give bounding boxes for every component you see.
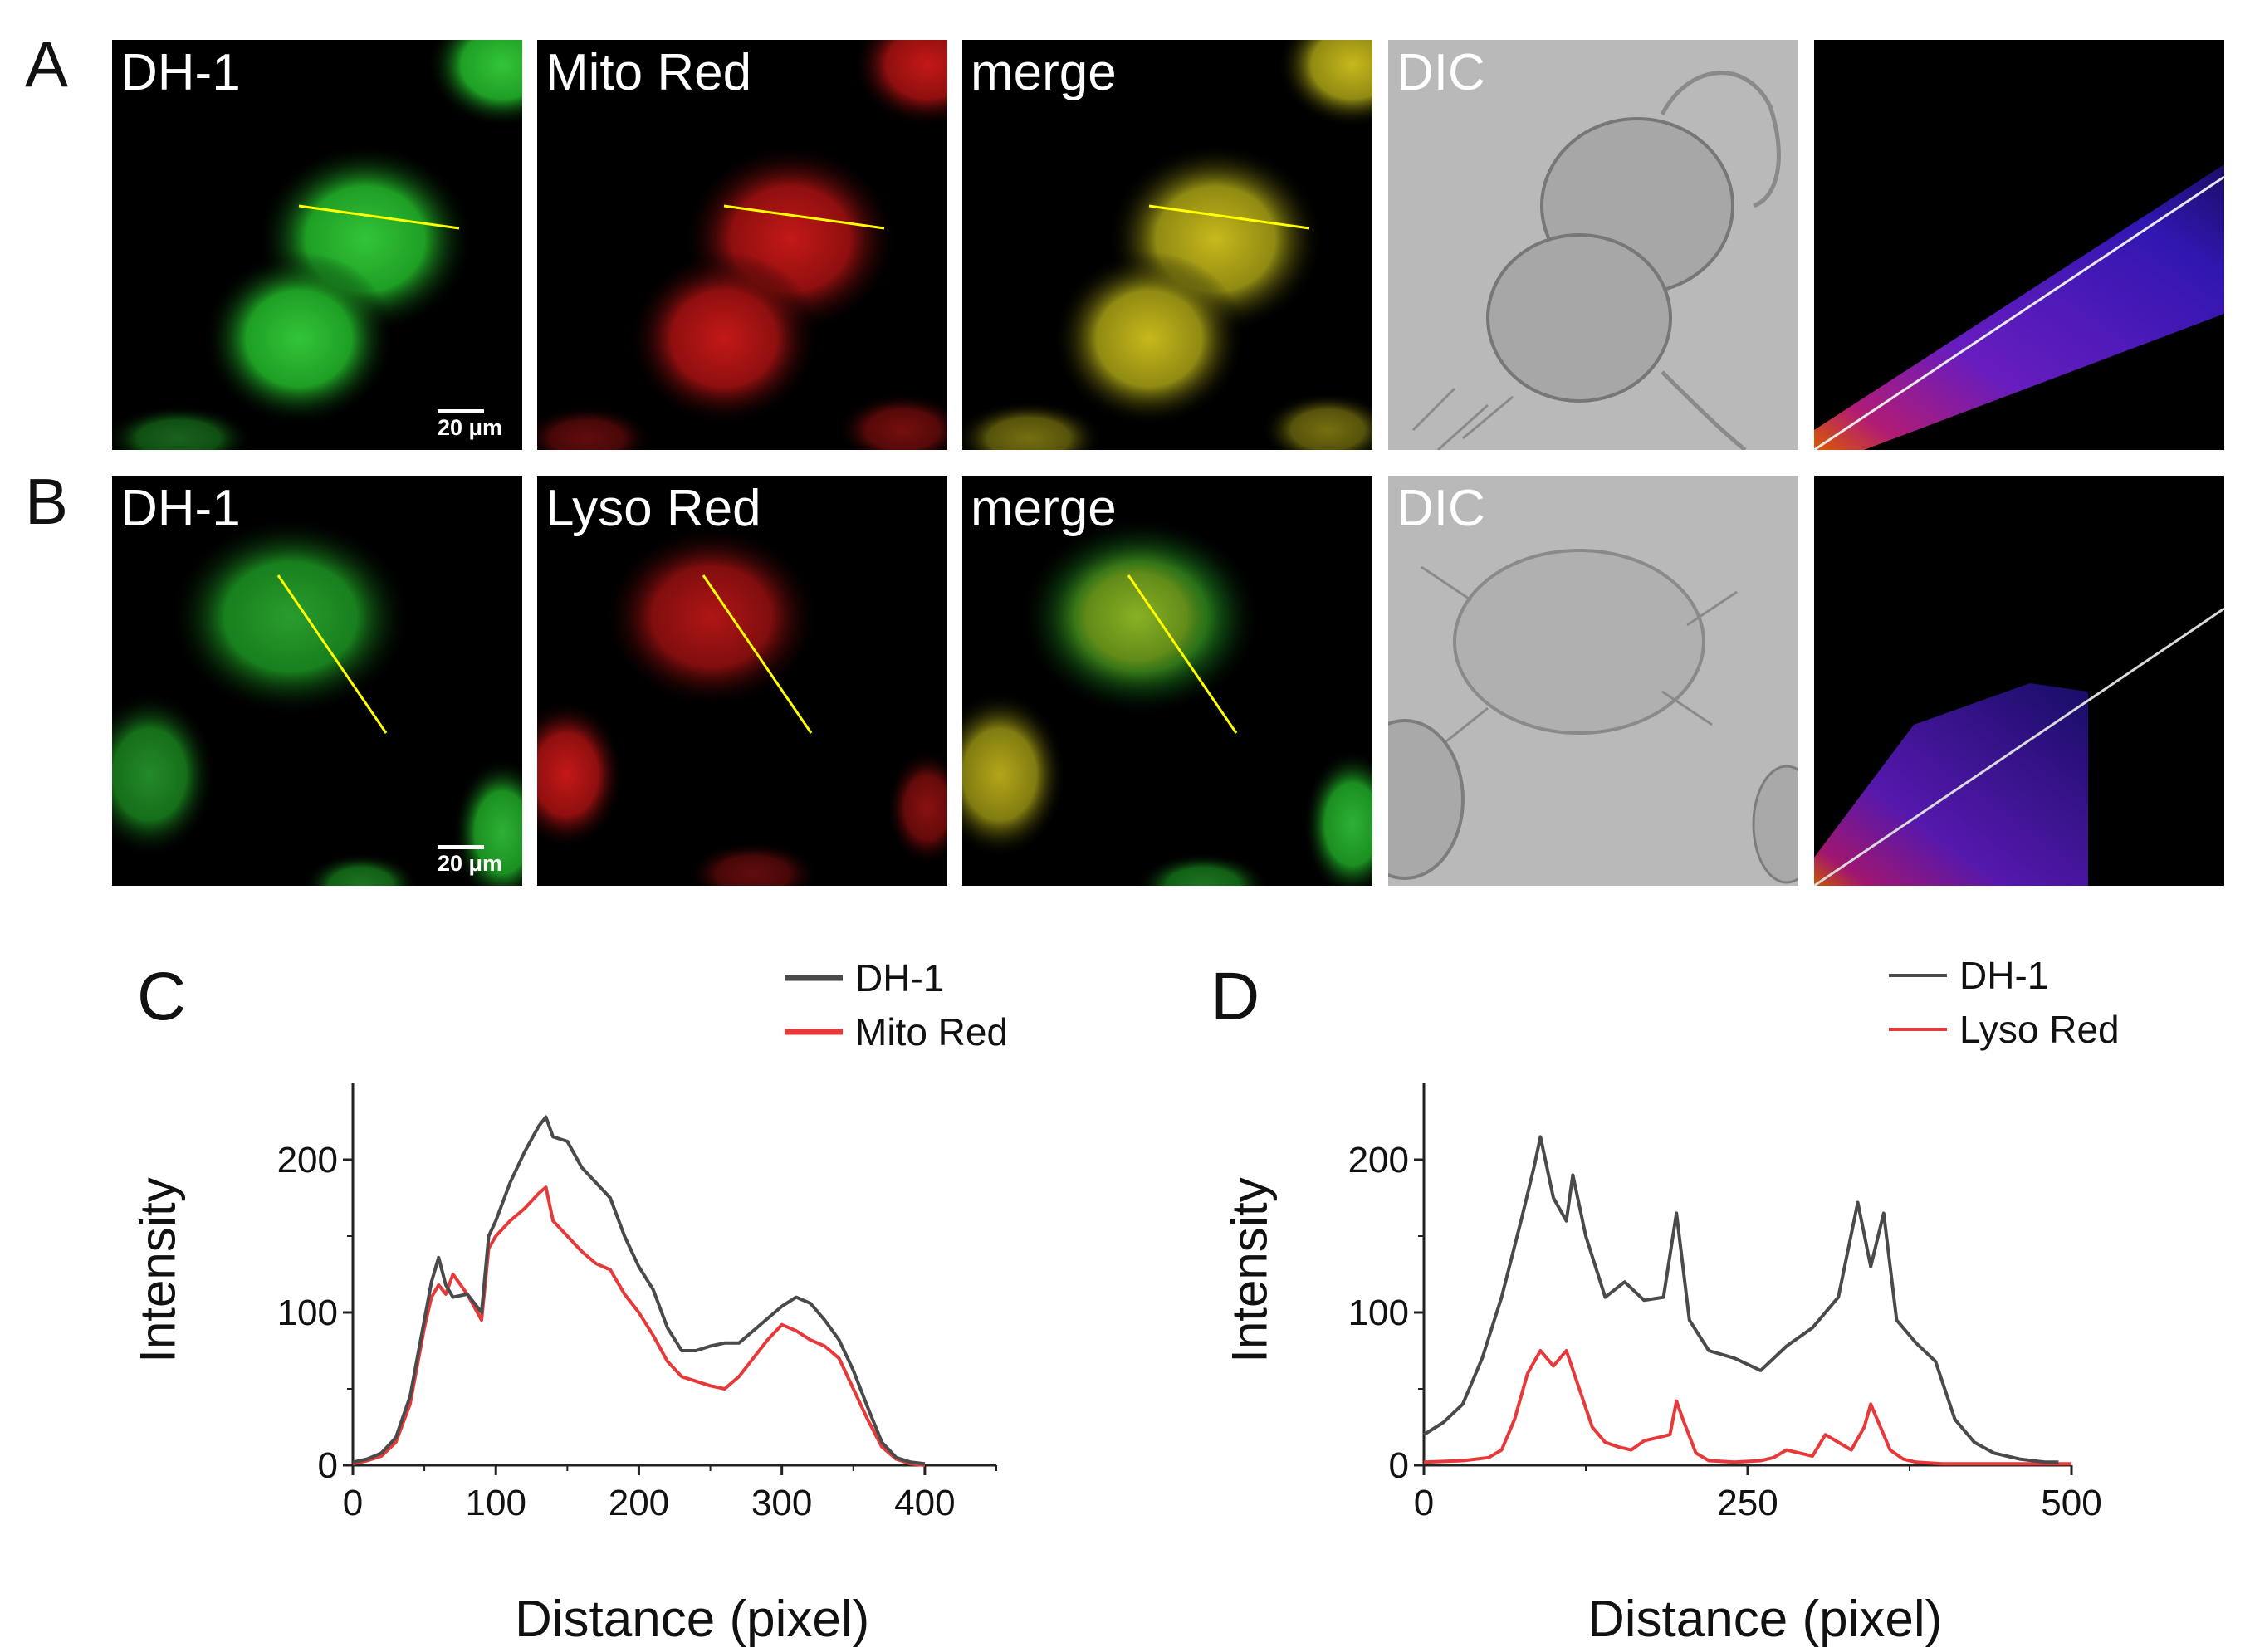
- scatter-density-image: [1814, 607, 2224, 886]
- series-line-dh-1: [1422, 1135, 2059, 1464]
- fit-line: [1814, 607, 2224, 886]
- x-tick-label: 200: [609, 1483, 669, 1523]
- y-axis-title: Intensity: [130, 1177, 186, 1363]
- series-line-mito-red: [352, 1185, 926, 1467]
- y-tick-label: 0: [318, 1445, 338, 1486]
- fit-line: [1814, 175, 2224, 450]
- tile-label: DIC: [1396, 44, 1485, 101]
- panel-letter-b: B: [25, 465, 69, 538]
- micrograph-a-dic: DIC: [1388, 40, 1798, 450]
- line-chart-d: 0 250 500 0 100 200 DH-1 Lyso Red: [1348, 954, 2120, 1523]
- line-chart-c: 0 100 200 300 400 0 100 200 DH-1 Mito Red: [277, 956, 1009, 1523]
- micrograph-b-merge: merge: [962, 476, 1372, 886]
- y-tick-label: 100: [1348, 1293, 1409, 1333]
- colocalization-scatter-b: [1814, 476, 2224, 886]
- tile-label: Mito Red: [545, 44, 752, 101]
- legend-label: Mito Red: [855, 1010, 1008, 1053]
- x-tick-label: 250: [1717, 1483, 1778, 1523]
- micrograph-b-dic: DIC: [1388, 476, 1798, 886]
- y-tick-label: 100: [277, 1293, 338, 1333]
- y-tick-label: 200: [277, 1140, 338, 1180]
- dic-cells-image: [1388, 549, 1798, 884]
- colocalization-scatter-a: [1814, 40, 2224, 450]
- tile-label: DH-1: [120, 480, 241, 537]
- line-profile-marker: [298, 204, 460, 230]
- legend-label: DH-1: [1959, 954, 2048, 997]
- scale-bar: [438, 409, 484, 413]
- panel-letter-d: D: [1211, 959, 1260, 1034]
- x-axis-title: Distance (pixel): [1587, 1591, 1943, 1648]
- panel-letter-c: C: [137, 959, 187, 1034]
- tile-label: DIC: [1396, 480, 1485, 537]
- legend-label: DH-1: [855, 956, 944, 1000]
- micrograph-a-dh1: DH-1 20 μm: [112, 40, 522, 450]
- x-tick-label: 100: [466, 1483, 526, 1523]
- x-tick-label: 400: [894, 1483, 955, 1523]
- line-profile-marker: [723, 204, 885, 230]
- x-axis-title: Distance (pixel): [515, 1591, 870, 1648]
- panel-letter-a: A: [25, 27, 69, 100]
- y-axis-title: Intensity: [1221, 1177, 1278, 1363]
- micrograph-b-dh1: DH-1 20 μm: [112, 476, 522, 886]
- line-profile-marker: [1148, 204, 1310, 230]
- tile-label: merge: [971, 480, 1117, 537]
- x-tick-label: 300: [751, 1483, 812, 1523]
- scale-bar-label: 20 μm: [438, 415, 503, 440]
- legend-label: Lyso Red: [1959, 1008, 2120, 1051]
- green-cells-image: [112, 517, 522, 886]
- tile-label: Lyso Red: [545, 480, 761, 537]
- merge-cells-image: [962, 517, 1372, 886]
- red-cells-image: [537, 40, 947, 450]
- scale-bar: [438, 845, 484, 849]
- micrograph-a-mito-red: Mito Red: [537, 40, 947, 450]
- micrograph-a-merge: merge: [962, 40, 1372, 450]
- x-tick-label: 0: [1414, 1483, 1434, 1523]
- line-profile-marker: [702, 574, 813, 734]
- micrograph-b-lyso-red: Lyso Red: [537, 476, 947, 886]
- series-line-lyso-red: [1423, 1349, 2071, 1466]
- red-cells-image: [537, 525, 947, 886]
- merge-cells-image: [962, 40, 1372, 450]
- series-line-dh-1: [352, 1115, 926, 1466]
- green-cells-image: [112, 40, 522, 450]
- scale-bar-label: 20 μm: [438, 851, 503, 876]
- x-tick-label: 500: [2041, 1483, 2101, 1523]
- line-profile-marker: [1127, 574, 1238, 734]
- dic-cells-image: [1411, 71, 1781, 450]
- y-tick-label: 200: [1348, 1140, 1409, 1180]
- x-tick-label: 0: [343, 1483, 363, 1523]
- y-tick-label: 0: [1389, 1445, 1409, 1486]
- tile-label: merge: [971, 44, 1117, 101]
- line-profile-marker: [276, 574, 388, 734]
- tile-label: DH-1: [120, 44, 241, 101]
- scatter-density-image: [1814, 164, 2224, 450]
